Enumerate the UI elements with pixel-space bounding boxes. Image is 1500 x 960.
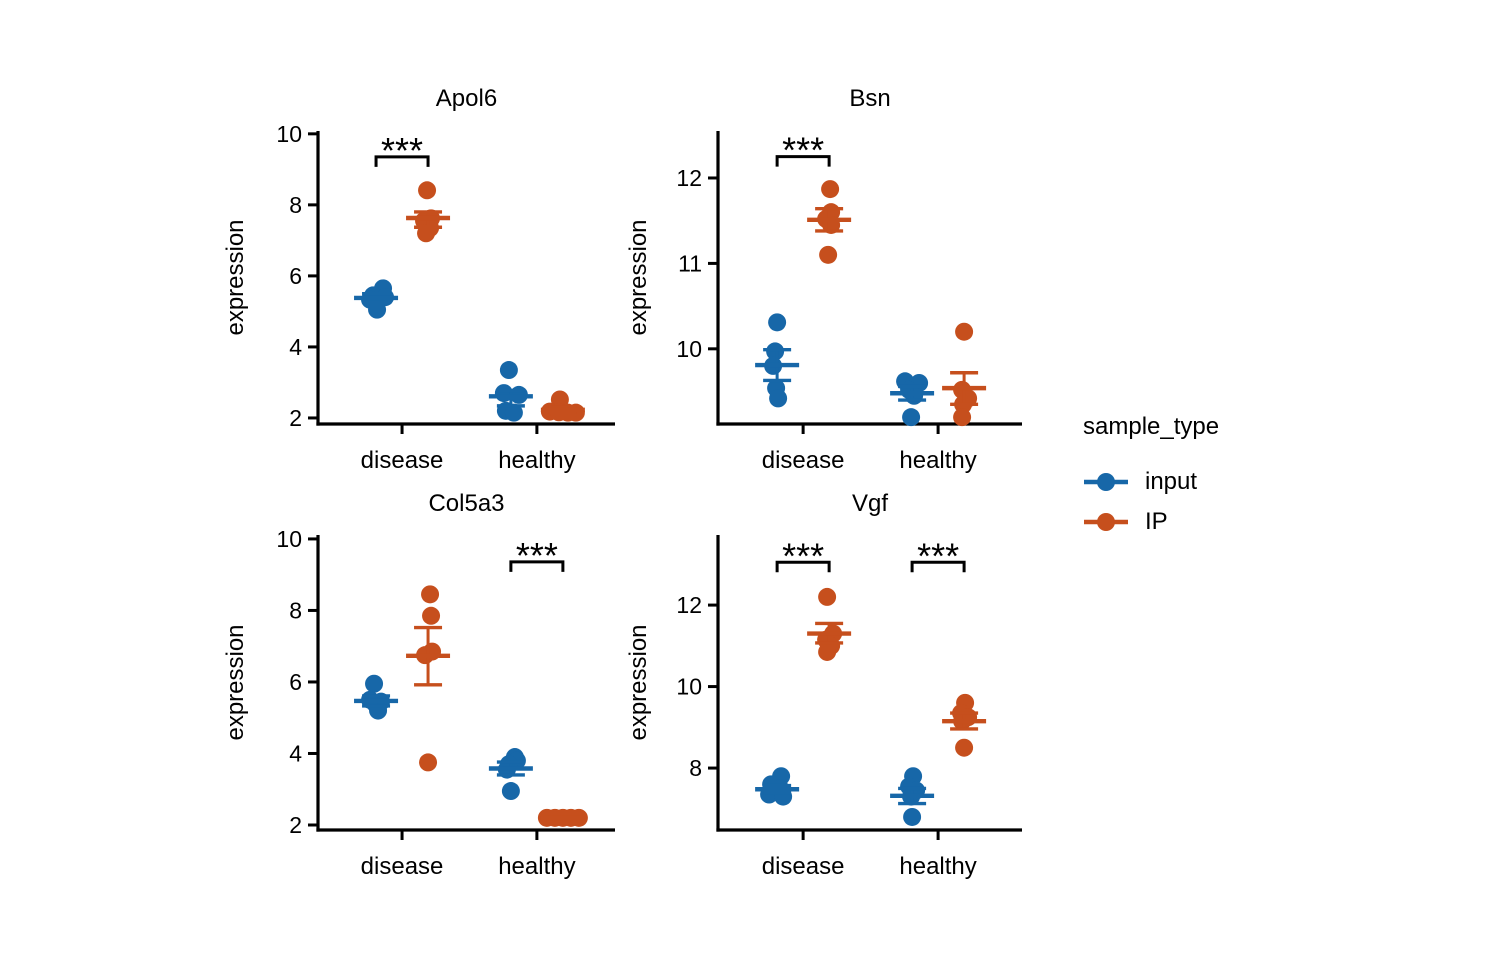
x-tick-label: disease [361, 853, 444, 880]
data-point [905, 386, 924, 405]
data-point [818, 587, 837, 606]
data-point [821, 180, 840, 199]
x-tick-label: healthy [498, 447, 575, 474]
y-tick-label: 2 [289, 812, 302, 838]
y-tick-label: 12 [676, 592, 702, 618]
legend-entry-label: input [1145, 468, 1198, 495]
x-tick-label: disease [762, 853, 845, 880]
data-point [818, 642, 837, 661]
data-point [421, 585, 440, 604]
x-tick-label: healthy [899, 853, 976, 880]
panel-title: Apol6 [436, 85, 497, 112]
data-point [955, 322, 974, 341]
y-tick-label: 8 [689, 755, 702, 781]
legend: sample_type input IP [1083, 413, 1219, 549]
legend-entry-input: input [1083, 468, 1219, 495]
y-axis-label: expression [222, 624, 249, 740]
data-point [903, 807, 922, 826]
x-tick-label: healthy [498, 853, 575, 880]
y-tick-label: 11 [678, 250, 702, 276]
x-tick-label: disease [361, 447, 444, 474]
data-point [769, 389, 788, 408]
data-point [953, 408, 972, 427]
y-tick-label: 4 [289, 740, 302, 766]
data-point [819, 245, 838, 264]
data-point [499, 361, 518, 380]
y-tick-label: 10 [276, 121, 302, 147]
data-point [365, 674, 384, 693]
y-tick-label: 10 [676, 336, 702, 362]
panel-title: Vgf [852, 490, 888, 517]
data-point [368, 300, 387, 319]
legend-title: sample_type [1083, 413, 1220, 440]
y-tick-label: 8 [289, 192, 302, 218]
significance-stars: *** [516, 535, 558, 576]
significance-bracket [775, 560, 831, 573]
data-point [766, 342, 785, 361]
x-tick-label: disease [762, 447, 845, 474]
y-axis-label: expression [625, 219, 652, 335]
significance-stars: *** [782, 535, 824, 576]
y-tick-label: 2 [289, 405, 302, 431]
y-tick-label: 6 [289, 263, 302, 289]
data-point [504, 403, 523, 422]
y-tick-label: 8 [289, 597, 302, 623]
y-tick-label: 10 [676, 674, 702, 700]
data-point [768, 313, 787, 332]
panel-title: Col5a3 [428, 490, 504, 517]
significance-stars: *** [782, 130, 824, 171]
y-tick-label: 10 [276, 526, 302, 552]
y-tick-label: 4 [289, 334, 302, 360]
legend-entry-label: IP [1145, 508, 1168, 535]
legend-key-input-icon [1083, 471, 1129, 493]
significance-bracket [775, 155, 831, 167]
data-point [422, 606, 441, 625]
y-axis-label: expression [222, 219, 249, 335]
legend-key-ip-icon [1083, 511, 1129, 533]
y-tick-label: 6 [289, 669, 302, 695]
significance-stars: *** [917, 535, 959, 576]
significance-bracket [509, 560, 565, 572]
significance-bracket [374, 155, 430, 167]
legend-entry-ip: IP [1083, 508, 1219, 535]
y-axis-label: expression [625, 624, 652, 740]
data-point [955, 738, 974, 757]
data-point [501, 782, 520, 801]
significance-bracket [910, 560, 966, 573]
significance-stars: *** [381, 130, 423, 171]
x-tick-label: healthy [899, 447, 976, 474]
data-point [902, 408, 921, 427]
panel-title: Bsn [849, 85, 890, 112]
data-point [419, 753, 438, 772]
y-tick-label: 12 [676, 165, 702, 191]
data-point [418, 181, 437, 200]
